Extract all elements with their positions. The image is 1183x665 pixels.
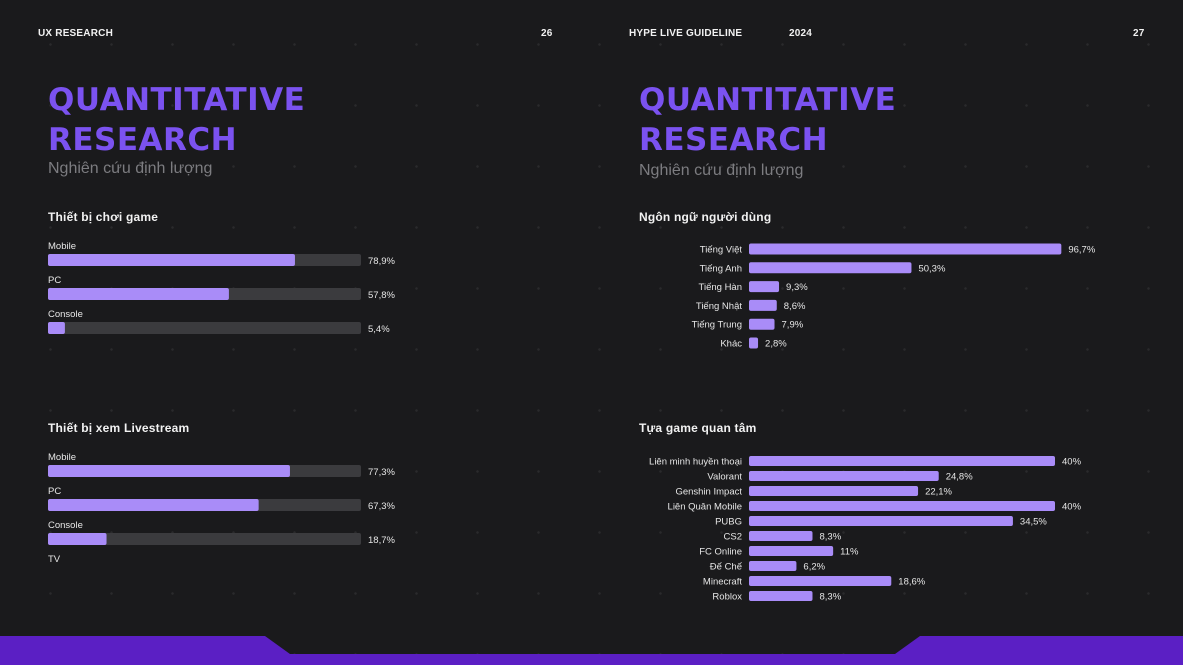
bar-category-label: Mobile (48, 241, 76, 252)
bar-category-label: Genshin Impact (675, 487, 742, 498)
bar-category-label: Đế Chế (710, 562, 743, 573)
bar (749, 456, 1055, 466)
bar-category-label: Console (48, 309, 83, 320)
bar (749, 561, 797, 571)
user-language-title: Ngôn ngữ người dùng (639, 210, 772, 224)
bar-track (48, 322, 361, 334)
bar-value-label: 8,6% (784, 301, 806, 312)
bar (48, 465, 290, 477)
bar-value-label: 34,5% (1020, 517, 1047, 528)
bar-category-label: Khác (720, 339, 742, 350)
bar-value-label: 50,3% (918, 263, 945, 274)
right-title-line1: QUANTITATIVE (639, 82, 897, 118)
footer-band (0, 636, 1183, 665)
bar-value-label: 18,6% (898, 577, 925, 588)
bar-category-label: Tiếng Việt (700, 245, 743, 256)
bar-value-label: 6,2% (803, 562, 825, 573)
bar-value-label: 11% (840, 547, 859, 558)
bar-category-label: Liên Quân Mobile (668, 502, 742, 513)
game-interest-chart: Liên minh huyền thoại 40% Valorant 24,8% Gen… (649, 456, 1082, 603)
game-interest-title: Tựa game quan tâm (639, 421, 757, 435)
user-language-chart: Tiếng Việt 96,7% Tiếng Anh 50,3% Tiếng Hàn 9,… (692, 243, 1096, 350)
gaming-device-title: Thiết bị chơi game (48, 210, 159, 224)
right-page-number: 27 (1133, 28, 1145, 39)
bar-category-label: Tiếng Hàn (699, 282, 742, 293)
bar-category-label: Roblox (712, 592, 742, 603)
bar-value-label: 77,3% (368, 467, 395, 478)
right-header-title: HYPE LIVE GUIDELINE (629, 28, 743, 39)
bar (749, 486, 919, 496)
bar-value-label: 78,9% (368, 256, 395, 267)
livestream-device-title: Thiết bị xem Livestream (48, 421, 190, 435)
bar-category-label: Minecraft (703, 577, 742, 588)
left-page-number: 26 (541, 28, 553, 39)
bar-value-label: 9,3% (786, 282, 808, 293)
bar-category-label: Console (48, 520, 83, 531)
gaming-device-chart: Mobile 78,9% PC 57,8% Console 5,4% (48, 241, 395, 335)
left-subtitle: Nghiên cứu định lượng (48, 160, 213, 177)
bar-track (48, 533, 361, 545)
bar (48, 254, 295, 266)
right-page: HYPE LIVE GUIDELINE 2024 27 QUANTITATIVE… (591, 0, 1183, 665)
right-title-line2: RESEARCH (639, 122, 829, 158)
bar-category-label: PC (48, 486, 61, 497)
bar (749, 531, 813, 541)
bar-value-label: 22,1% (925, 487, 952, 498)
bar (749, 591, 813, 601)
right-page-title: QUANTITATIVE RESEARCH (639, 80, 896, 160)
bar-category-label: FC Online (699, 547, 742, 558)
bar-category-label: TV (48, 554, 61, 565)
bar (48, 533, 107, 545)
bar-category-label: CS2 (724, 532, 742, 543)
bar (749, 262, 912, 274)
bar-category-label: PC (48, 275, 61, 286)
bar (749, 471, 939, 481)
bar-value-label: 40% (1062, 457, 1082, 468)
bar (749, 546, 834, 556)
bar-value-label: 8,3% (819, 592, 841, 603)
left-header-title: UX RESEARCH (38, 28, 113, 39)
bar-category-label: Liên minh huyền thoại (649, 457, 742, 468)
left-title-line2: RESEARCH (48, 122, 238, 158)
bar-category-label: PUBG (715, 517, 742, 528)
bar-category-label: Tiếng Nhật (696, 301, 742, 312)
left-title-line1: QUANTITATIVE (48, 82, 306, 118)
bar (48, 288, 229, 300)
bar-value-label: 5,4% (368, 324, 390, 335)
bar-value-label: 2,8% (765, 339, 787, 350)
bar (749, 281, 780, 293)
right-subtitle: Nghiên cứu định lượng (639, 162, 804, 179)
bar-value-label: 18,7% (368, 535, 395, 546)
bar-value-label: 7,9% (782, 320, 804, 331)
bar-category-label: Valorant (707, 472, 742, 483)
livestream-device-chart: Mobile 77,3% PC 67,3% Console 18,7% TV (48, 452, 395, 565)
bar (749, 516, 1013, 526)
bar-value-label: 24,8% (946, 472, 973, 483)
bar (749, 318, 775, 330)
bar-value-label: 57,8% (368, 290, 395, 301)
bar-category-label: Tiếng Anh (700, 263, 742, 274)
left-page: UX RESEARCH 26 QUANTITATIVE RESEARCH Ngh… (0, 0, 591, 665)
bar-value-label: 8,3% (819, 532, 841, 543)
bar (749, 299, 777, 311)
bar (48, 322, 65, 334)
bar-category-label: Tiếng Trung (692, 320, 742, 331)
bar-value-label: 96,7% (1068, 245, 1095, 256)
bar (749, 501, 1055, 511)
bar-category-label: Mobile (48, 452, 76, 463)
bar (749, 337, 759, 349)
bar-value-label: 40% (1062, 502, 1082, 513)
right-header-year: 2024 (789, 28, 813, 39)
left-page-title: QUANTITATIVE RESEARCH (48, 80, 305, 160)
bar (749, 576, 892, 586)
bar (749, 243, 1062, 255)
bar-value-label: 67,3% (368, 501, 395, 512)
bar (48, 499, 259, 511)
